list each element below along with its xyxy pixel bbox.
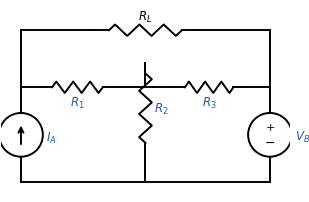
Text: $R_1$: $R_1$ bbox=[70, 95, 85, 110]
Text: $R_L$: $R_L$ bbox=[138, 9, 153, 24]
Text: $R_2$: $R_2$ bbox=[154, 101, 168, 116]
Text: $R_3$: $R_3$ bbox=[202, 95, 217, 110]
Text: −: − bbox=[265, 137, 275, 149]
Text: $V_B$: $V_B$ bbox=[295, 129, 309, 145]
Text: +: + bbox=[265, 122, 275, 132]
Text: $I_A$: $I_A$ bbox=[46, 130, 56, 145]
